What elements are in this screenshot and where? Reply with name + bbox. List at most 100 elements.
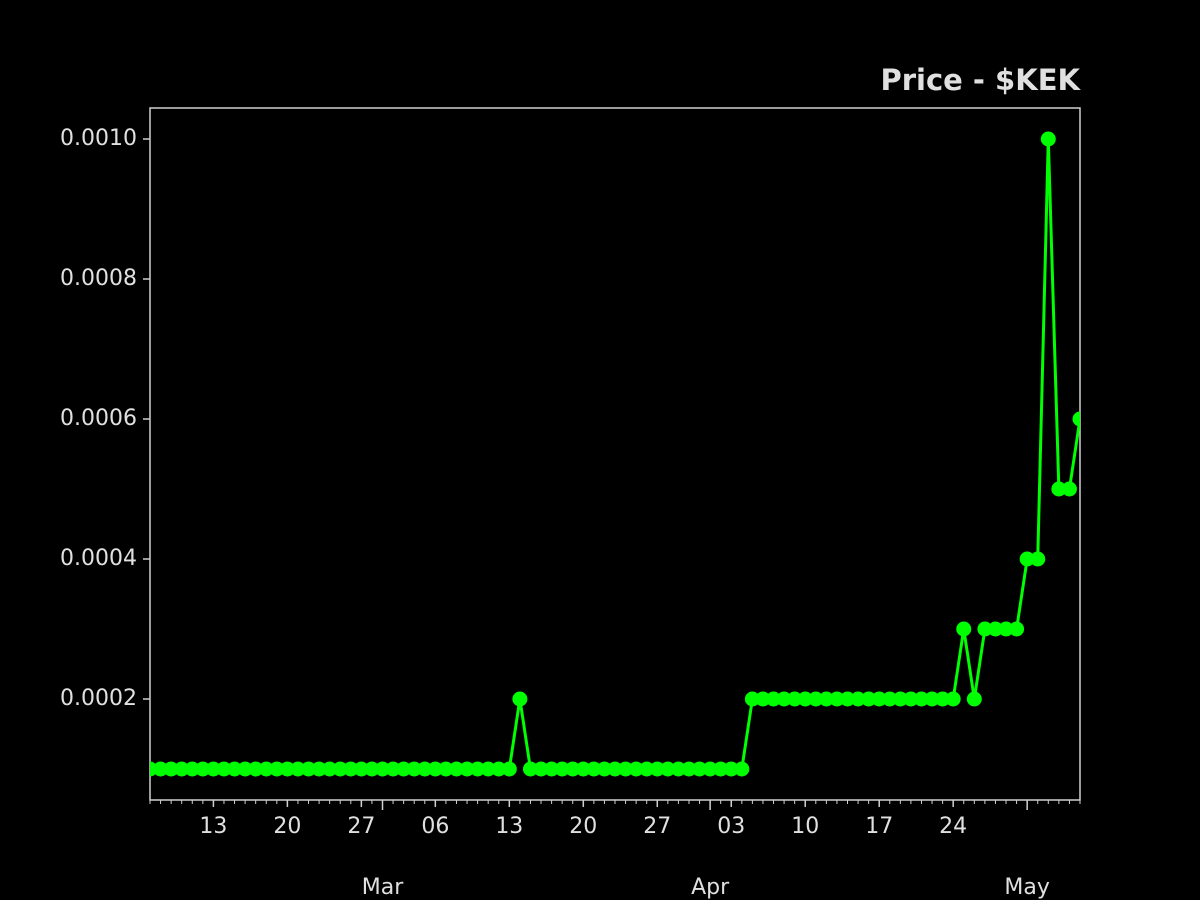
point [924,691,940,707]
point [554,761,570,777]
point [945,691,961,707]
month-label: May [1004,875,1049,900]
point [818,691,834,707]
point [903,691,919,707]
month-label: Mar [362,875,404,900]
point [575,761,591,777]
point [459,761,475,777]
point [1051,481,1067,497]
point [364,761,380,777]
x-tick-label: 27 [347,814,375,839]
y-tick-label: 0.0008 [60,266,137,291]
point [290,761,306,777]
point [480,761,496,777]
point [248,761,264,777]
point [692,761,708,777]
point [1072,411,1080,427]
point [406,761,422,777]
chart-title: Price - $KEK [880,63,1081,97]
point [501,761,517,777]
y-tick-label: 0.0006 [60,406,137,431]
point [892,691,908,707]
point [649,761,665,777]
x-tick-label: 13 [495,814,523,839]
point [522,761,538,777]
point [628,761,644,777]
point [544,761,560,777]
x-tick-label: 20 [273,814,301,839]
point [670,761,686,777]
y-tick-label: 0.0010 [60,126,137,151]
point [766,691,782,707]
point [586,761,602,777]
point [396,761,412,777]
point [427,761,443,777]
point [533,761,549,777]
point [1030,551,1046,567]
point [279,761,295,777]
point [755,691,771,707]
point [491,761,507,777]
point [607,761,623,777]
point [797,691,813,707]
point [713,761,729,777]
point [417,761,433,777]
point [882,691,898,707]
point [1061,481,1077,497]
point [787,691,803,707]
point [618,761,634,777]
point [163,761,179,777]
point [660,761,676,777]
point [723,761,739,777]
x-tick-label: 06 [421,814,449,839]
point [913,691,929,707]
point [850,691,866,707]
point [998,621,1014,637]
point [375,761,390,777]
point [871,691,887,707]
point [702,761,718,777]
point [776,691,792,707]
y-tick-label: 0.0002 [60,686,137,711]
point [1019,551,1035,567]
point [353,761,369,777]
x-tick-label: 24 [939,814,967,839]
point [829,691,845,707]
point [512,691,528,707]
x-tick-label: 13 [199,814,227,839]
point [734,761,750,777]
point [1009,621,1025,637]
point [258,761,274,777]
point [861,691,877,707]
point [470,761,486,777]
point [184,761,200,777]
x-tick-label: 03 [717,814,745,839]
point [596,761,612,777]
point [438,761,454,777]
x-tick-label: 27 [643,814,671,839]
point [343,761,359,777]
x-tick-label: 10 [791,814,819,839]
point [744,691,760,707]
x-tick-label: 20 [569,814,597,839]
point [174,761,190,777]
point [448,761,464,777]
point [322,761,338,777]
point [840,691,855,707]
month-label: Apr [691,875,730,900]
y-tick-label: 0.0004 [60,546,137,571]
point [332,761,348,777]
point [269,761,285,777]
point [639,761,655,777]
point [301,761,317,777]
point [977,621,993,637]
point [935,691,951,707]
point [808,691,824,707]
point [153,761,169,777]
point [956,621,972,637]
point [195,761,211,777]
point [311,761,327,777]
